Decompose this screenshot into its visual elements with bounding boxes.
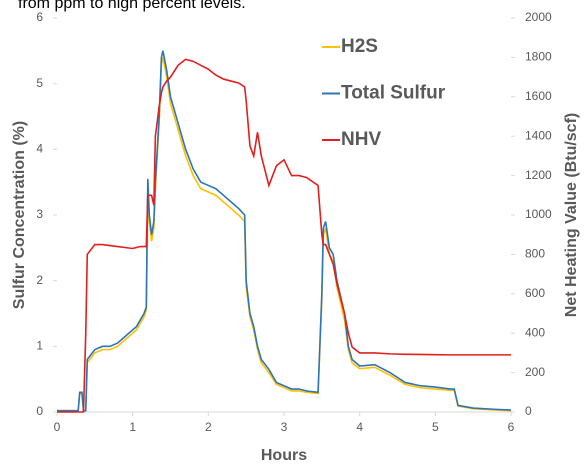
y2-tick-label: 400 <box>525 325 545 339</box>
y2-tick-label: 2000 <box>525 10 552 24</box>
y-tick-label: 4 <box>36 142 43 156</box>
x-tick-label: 6 <box>508 420 515 434</box>
x-tick-label: 2 <box>205 420 212 434</box>
y-tick-label: 2 <box>36 273 43 287</box>
legend-label: H2S <box>341 36 378 57</box>
x-tick-label: 3 <box>281 420 288 434</box>
y-tick-label: 0 <box>36 404 43 418</box>
y2-tick-label: 1400 <box>525 128 552 142</box>
y2-tick-label: 1000 <box>525 207 552 221</box>
x-tick-label: 5 <box>432 420 439 434</box>
y2-tick-label: 800 <box>525 247 545 261</box>
y2-axis-title: Net Heating Value (Btu/scf) <box>563 113 580 317</box>
y-tick-label: 6 <box>36 10 43 24</box>
series-line <box>57 58 511 413</box>
y2-tick-label: 1200 <box>525 168 552 182</box>
y-tick-label: 1 <box>36 339 43 353</box>
y-tick-label: 3 <box>36 207 43 221</box>
x-tick-label: 4 <box>356 420 363 434</box>
x-axis-title: Hours <box>261 447 307 464</box>
y2-tick-label: 1800 <box>525 50 552 64</box>
series-line <box>57 57 512 412</box>
legend-label: NHV <box>341 129 381 150</box>
y2-tick-label: 600 <box>525 286 545 300</box>
x-tick-label: 1 <box>129 420 136 434</box>
y-axis-title: Sulfur Concentration (%) <box>11 121 28 309</box>
legend-label: Total Sulfur <box>341 83 446 104</box>
y2-tick-label: 1600 <box>525 89 552 103</box>
series-line <box>57 50 512 412</box>
y2-tick-label: 200 <box>525 365 545 379</box>
y2-tick-label: 0 <box>525 404 532 418</box>
y-tick-label: 5 <box>36 76 43 90</box>
x-tick-label: 0 <box>54 420 61 434</box>
subtitle: from ppm to high percent levels. <box>18 0 246 12</box>
